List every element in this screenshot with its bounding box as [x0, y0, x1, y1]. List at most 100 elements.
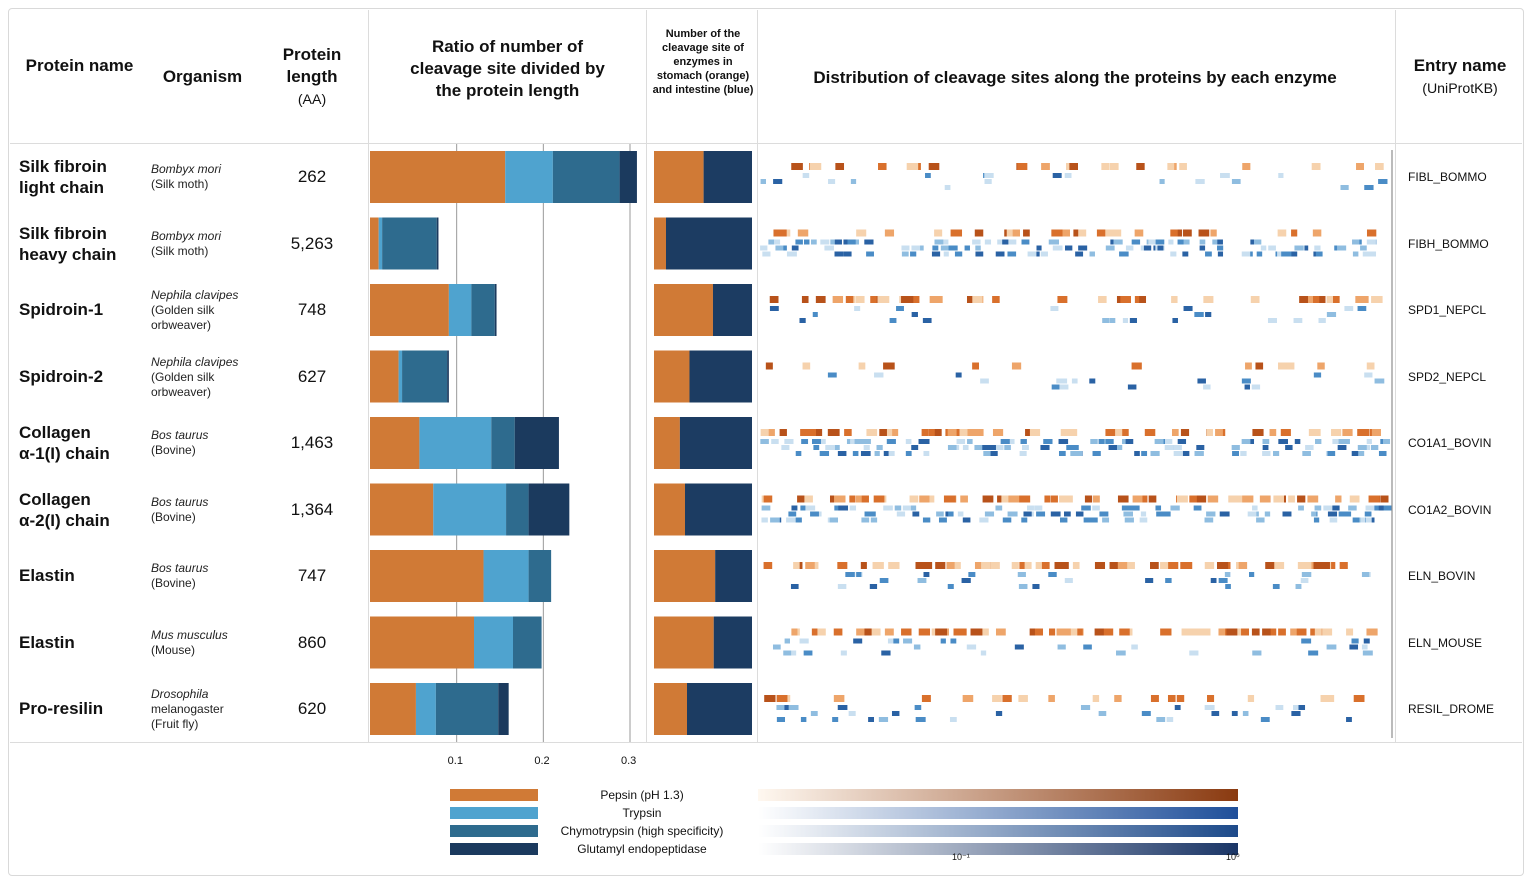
heatmap-cell-stomach [974, 229, 984, 237]
heatmap-cell-stomach [1228, 495, 1236, 503]
heatmap-cell-stomach [1002, 695, 1012, 702]
heatmap-cell-stomach [1017, 163, 1028, 170]
intestine-count-bar [713, 616, 752, 669]
organism: Bombyx mori (Silk moth) [151, 229, 221, 259]
heatmap-cell-intestine [1122, 318, 1129, 323]
heatmap-cell-stomach [952, 429, 964, 436]
entry-name: RESIL_DROME [1408, 702, 1495, 716]
heatmap-cell-intestine [1262, 445, 1269, 450]
heatmap-cell-intestine [860, 451, 871, 456]
heatmap-cell-stomach [1034, 628, 1044, 636]
organism-scientific: Nephila clavipes [151, 288, 239, 302]
heatmap-cell-stomach [1105, 429, 1118, 436]
ratio-bar-segment [528, 550, 552, 602]
heatmap-cell-intestine [848, 711, 856, 716]
heatmap-cell-stomach [833, 695, 845, 702]
heatmap-cell-intestine [1210, 578, 1217, 583]
heatmap-cell-stomach [1051, 229, 1064, 237]
heatmap-cell-intestine [1241, 378, 1251, 384]
heatmap-cell-intestine [896, 306, 904, 311]
legend-swatch [450, 825, 538, 837]
heatmap-cell-stomach [1201, 628, 1211, 636]
legend-label: Chymotrypsin (high specificity) [560, 824, 724, 838]
heatmap-cell-intestine [1089, 378, 1096, 384]
heatmap-cell-intestine [1150, 451, 1160, 456]
heatmap-cell-intestine [1364, 185, 1374, 190]
heatmap-cell-intestine [1089, 251, 1095, 257]
heatmap-cell-stomach [1262, 628, 1271, 636]
heatmap-cell-intestine [760, 179, 766, 184]
heatmap-cell-stomach [870, 296, 880, 303]
heatmap-cell-intestine [1068, 445, 1079, 450]
heatmap-cell-stomach [1148, 495, 1157, 503]
heatmap-cell-stomach [1307, 495, 1319, 503]
protein-length: 1,463 [290, 433, 334, 452]
heatmap-cell-intestine [1099, 511, 1109, 517]
heatmap-cell-stomach [817, 628, 826, 636]
heatmap-cell-stomach [1210, 229, 1217, 237]
protein-name: Pro-resilin [19, 698, 103, 719]
heatmap-cell-stomach [935, 562, 946, 569]
heatmap-cell-intestine [1260, 245, 1267, 251]
heatmap-cell-stomach [1041, 163, 1050, 170]
heatmap-cell-intestine [949, 717, 957, 722]
heatmap-cell-intestine [775, 245, 784, 251]
heatmap-cell-stomach [918, 628, 931, 636]
heatmap-cell-stomach [1179, 163, 1187, 170]
heatmap-cell-intestine [894, 505, 902, 511]
heatmap-cell-stomach [1048, 695, 1055, 702]
heatmap-cell-intestine [1361, 572, 1370, 577]
heatmap-cell-intestine [1159, 179, 1165, 184]
heatmap-cell-stomach [1368, 495, 1380, 503]
heatmap-cell-intestine [1294, 439, 1301, 444]
heatmap-cell-intestine [1284, 251, 1292, 257]
heatmap-cell-intestine [1220, 173, 1230, 178]
heatmap-cell-stomach [1109, 562, 1118, 569]
heatmap-cell-stomach [947, 429, 957, 436]
heatmap-cell-intestine [1168, 239, 1174, 245]
heatmap-cell-intestine [861, 439, 871, 444]
heatmap-cell-stomach [816, 429, 823, 436]
heatmap-cell-intestine [1165, 578, 1172, 583]
heatmap-cell-stomach [1291, 229, 1298, 237]
heatmap-cell-intestine [1092, 505, 1100, 511]
heatmap-cell-intestine [983, 451, 993, 456]
heatmap-cell-stomach [827, 429, 840, 436]
heatmap-cell-intestine [1231, 711, 1238, 716]
heatmap-cell-stomach [1238, 562, 1248, 569]
heatmap-cell-intestine [832, 445, 840, 450]
header-organism: Organism [162, 67, 243, 86]
heatmap-cell-stomach [1204, 562, 1215, 569]
heatmap-cell-intestine [1378, 451, 1387, 456]
heatmap-cell-stomach [1150, 695, 1159, 702]
protein-length: 620 [297, 699, 327, 718]
heatmap-cell-intestine [984, 511, 995, 517]
heatmap-cell-stomach [1069, 429, 1078, 436]
heatmap-cell-intestine [1034, 505, 1043, 511]
heatmap-cell-intestine [1090, 439, 1098, 444]
protein-name-line1: Spidroin-2 [19, 366, 104, 386]
heatmap-cell-intestine [1378, 179, 1388, 184]
heatmap-cell-stomach [845, 296, 854, 303]
heatmap-cell-intestine [913, 644, 921, 650]
heatmap-cell-stomach [1069, 163, 1078, 170]
heatmap-cell-intestine [923, 439, 930, 444]
heatmap-cell-stomach [1250, 296, 1260, 303]
heatmap-cell-intestine [790, 584, 799, 589]
stomach-count-bar [654, 550, 716, 602]
ratio-bar-segment [447, 350, 449, 403]
heatmap-cell-stomach [946, 562, 956, 569]
header-entry-source: (UniProtKB) [1422, 81, 1498, 97]
heatmap-cell-intestine [923, 451, 930, 456]
heatmap-cell-intestine [1242, 711, 1249, 716]
heatmap-cell-stomach [776, 695, 788, 702]
organism-common: (Golden silk [151, 369, 215, 384]
ratio-bar-segment [474, 616, 513, 669]
heatmap-cell-intestine [1125, 505, 1133, 511]
heatmap-cell-intestine [914, 245, 921, 251]
heatmap-cell-intestine [1308, 650, 1319, 656]
heatmap-cell-intestine [1087, 517, 1098, 523]
heatmap-cell-stomach [763, 495, 773, 503]
heatmap-cell-stomach [1094, 628, 1104, 636]
protein-name-line1: Elastin [19, 566, 75, 585]
